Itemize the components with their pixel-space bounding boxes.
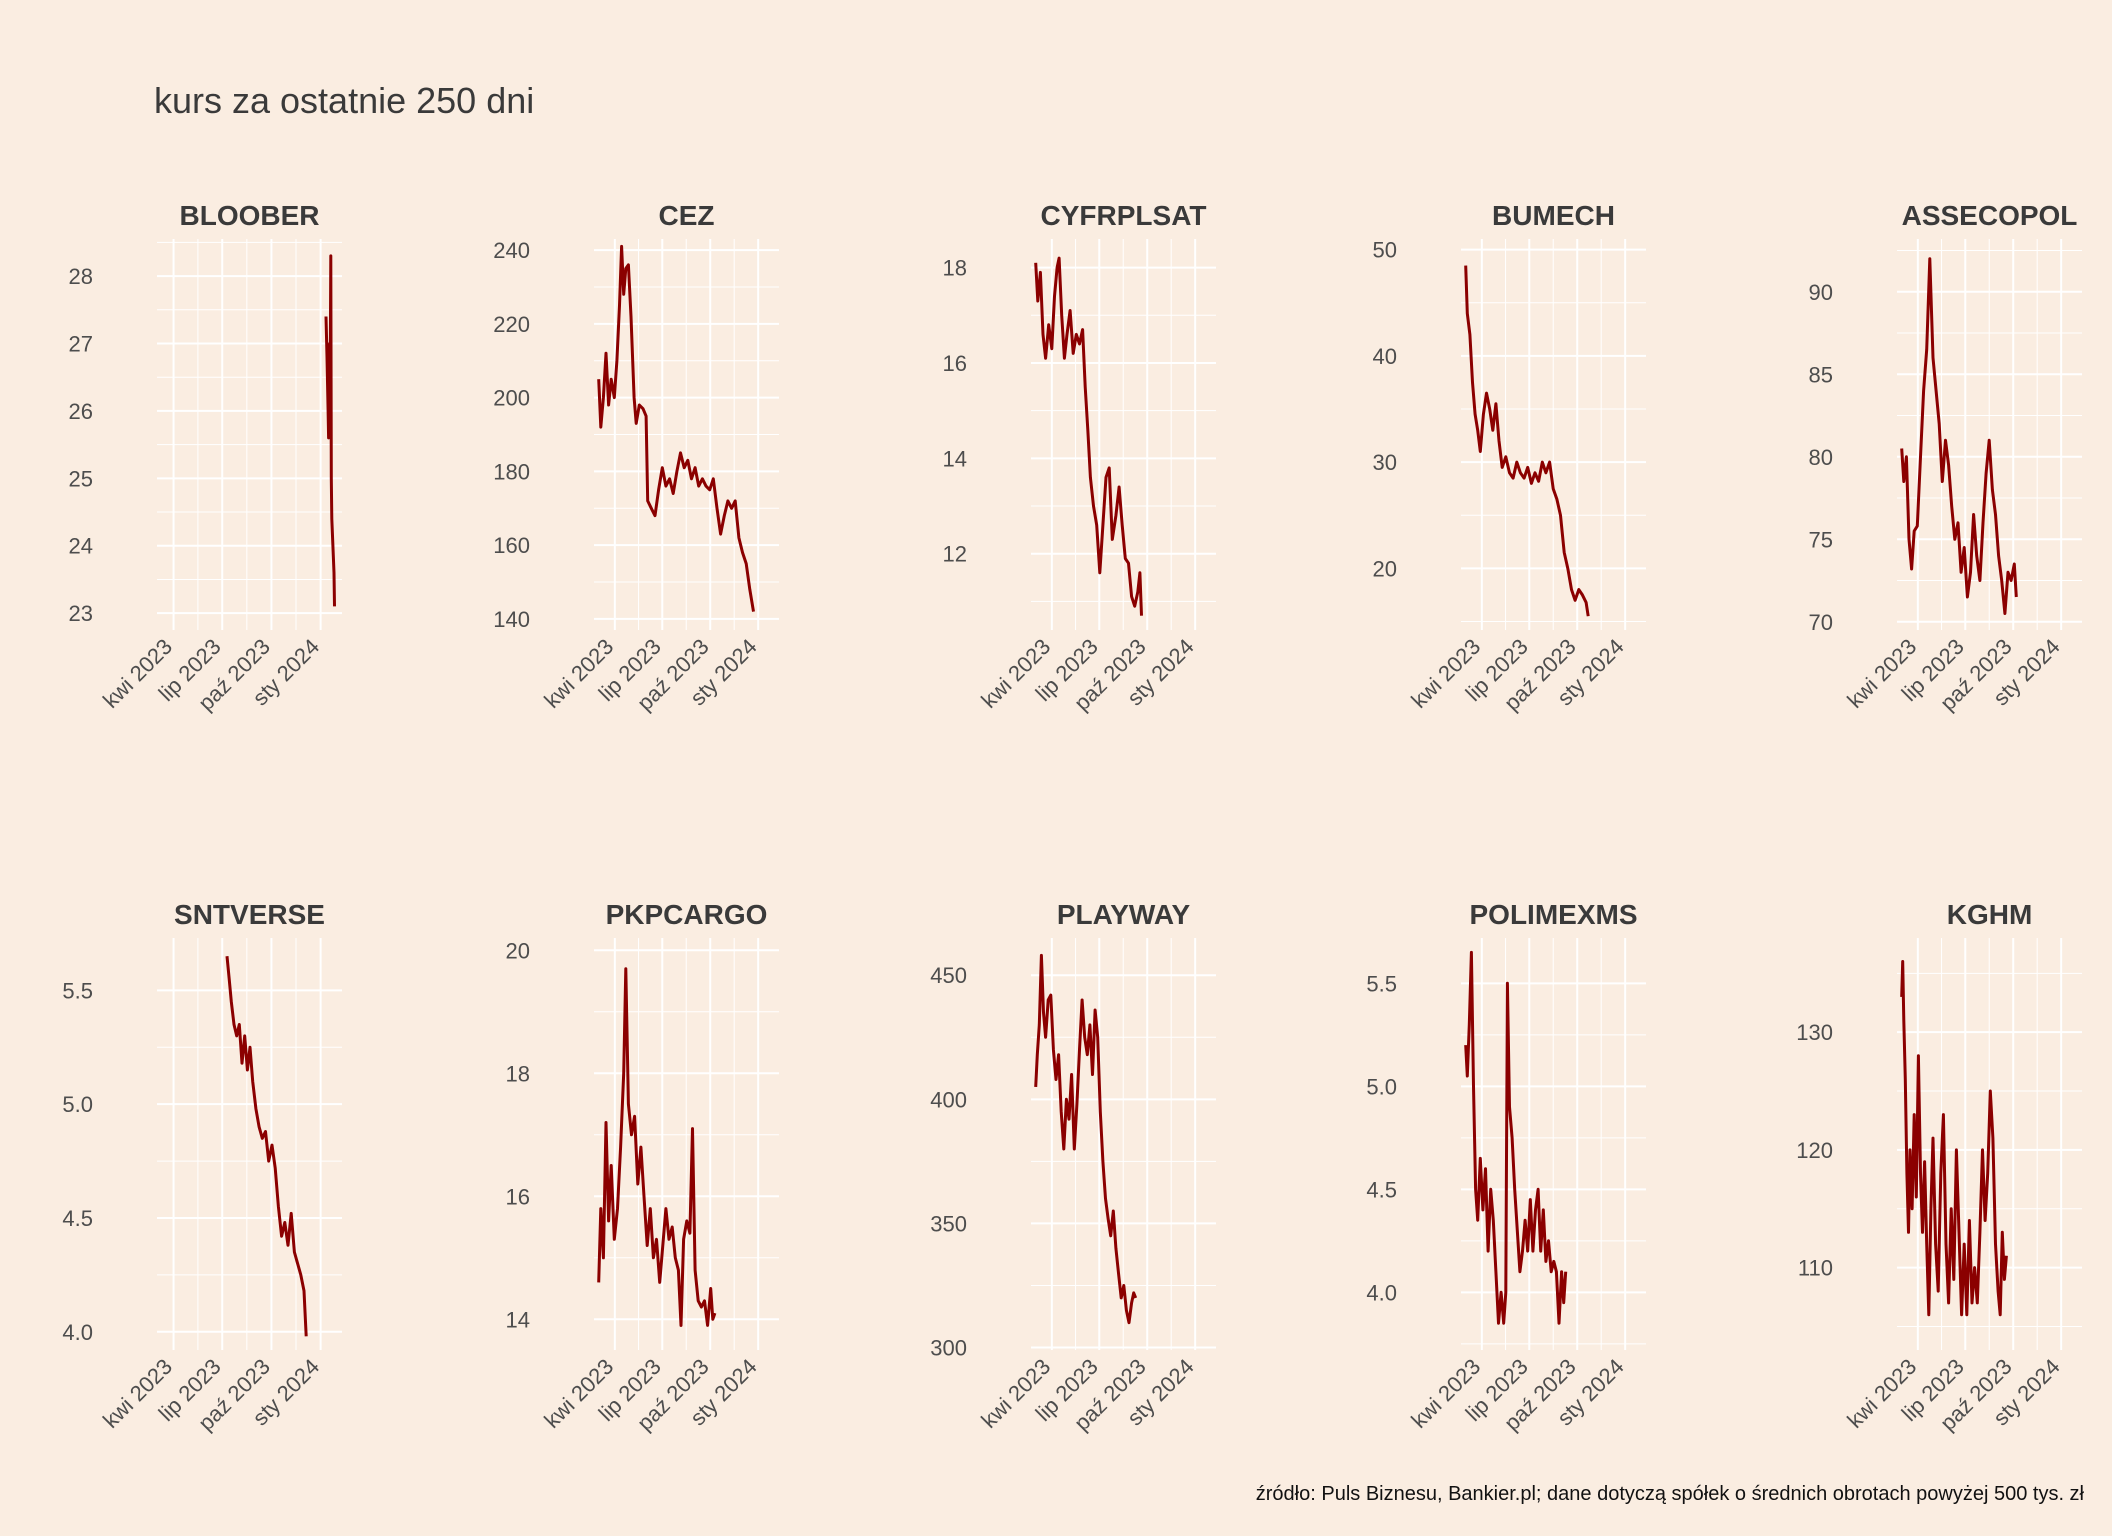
price-line — [1464, 950, 1568, 1325]
price-line — [1464, 265, 1590, 617]
source-note: źródło: Puls Biznesu, Bankier.pl; dane d… — [1255, 1483, 2084, 1505]
y-tick-label: 4.0 — [62, 1320, 93, 1345]
y-tick-label: 16 — [943, 351, 967, 376]
y-tick-label: 350 — [930, 1211, 967, 1236]
price-line — [597, 244, 755, 612]
y-tick-label: 27 — [69, 331, 93, 356]
y-tick-label: 4.0 — [1366, 1280, 1397, 1305]
price-line — [225, 956, 308, 1337]
y-tick-label: 5.0 — [62, 1092, 93, 1117]
panel-title: BLOOBER — [180, 200, 320, 231]
y-tick-label: 220 — [493, 312, 530, 337]
y-tick-label: 14 — [506, 1307, 530, 1332]
y-tick-label: 18 — [506, 1061, 530, 1086]
panel-title: POLIMEXMS — [1469, 899, 1637, 930]
y-tick-label: 130 — [1796, 1020, 1833, 1045]
price-line — [1034, 256, 1143, 616]
price-line — [324, 254, 336, 607]
y-tick-label: 5.0 — [1366, 1074, 1397, 1099]
y-tick-label: 14 — [943, 446, 967, 471]
y-tick-label: 23 — [69, 601, 93, 626]
panel-title: KGHM — [1947, 899, 2033, 930]
y-tick-label: 180 — [493, 459, 530, 484]
y-tick-label: 200 — [493, 386, 530, 411]
y-tick-label: 26 — [69, 399, 93, 424]
panel-title: CEZ — [659, 200, 715, 231]
panel-title: SNTVERSE — [174, 899, 325, 930]
y-tick-label: 400 — [930, 1087, 967, 1112]
panel-title: CYFRPLSAT — [1041, 200, 1207, 231]
y-tick-label: 5.5 — [1366, 971, 1397, 996]
y-tick-label: 20 — [506, 938, 530, 963]
y-tick-label: 50 — [1373, 238, 1397, 263]
y-tick-label: 24 — [69, 534, 93, 559]
y-tick-label: 30 — [1373, 450, 1397, 475]
price-line — [1034, 953, 1138, 1325]
y-tick-label: 240 — [493, 238, 530, 263]
y-tick-label: 25 — [69, 466, 93, 491]
y-tick-label: 4.5 — [1366, 1177, 1397, 1202]
y-tick-label: 40 — [1373, 344, 1397, 369]
page-title: kurs za ostatnie 250 dni — [154, 80, 535, 121]
y-tick-label: 80 — [1809, 445, 1833, 470]
y-tick-label: 110 — [1798, 1256, 1833, 1281]
y-tick-label: 85 — [1809, 362, 1833, 387]
y-tick-label: 16 — [506, 1184, 530, 1209]
y-tick-label: 4.5 — [62, 1206, 93, 1231]
y-tick-label: 120 — [1796, 1138, 1833, 1163]
price-line — [597, 967, 717, 1327]
y-tick-label: 12 — [943, 542, 967, 567]
y-tick-label: 20 — [1373, 556, 1397, 581]
y-tick-label: 70 — [1809, 610, 1833, 635]
y-tick-label: 18 — [943, 256, 967, 281]
panel-title: BUMECH — [1492, 200, 1615, 231]
y-tick-label: 90 — [1809, 280, 1833, 305]
y-tick-label: 300 — [930, 1336, 967, 1361]
y-tick-label: 160 — [493, 533, 530, 558]
y-tick-label: 140 — [493, 607, 530, 632]
panel-title: ASSECOPOL — [1902, 200, 2078, 231]
panel-title: PKPCARGO — [606, 899, 768, 930]
price-line — [1900, 257, 2018, 615]
y-tick-label: 75 — [1809, 527, 1833, 552]
panel-title: PLAYWAY — [1057, 899, 1191, 930]
y-tick-label: 28 — [69, 264, 93, 289]
price-line — [1900, 960, 2008, 1317]
y-tick-label: 450 — [930, 963, 967, 988]
y-tick-label: 5.5 — [62, 978, 93, 1003]
